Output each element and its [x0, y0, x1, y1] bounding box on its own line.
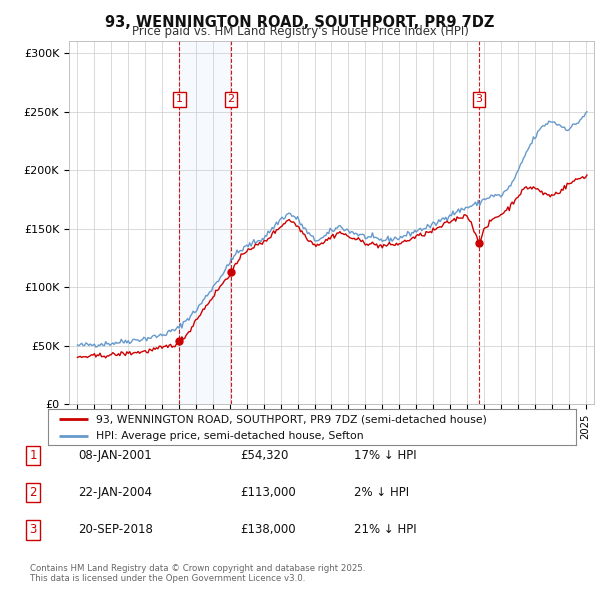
Text: Price paid vs. HM Land Registry's House Price Index (HPI): Price paid vs. HM Land Registry's House …: [131, 25, 469, 38]
Text: 2: 2: [227, 94, 235, 104]
Text: Contains HM Land Registry data © Crown copyright and database right 2025.
This d: Contains HM Land Registry data © Crown c…: [30, 563, 365, 583]
Text: 17% ↓ HPI: 17% ↓ HPI: [354, 449, 416, 462]
Text: 2% ↓ HPI: 2% ↓ HPI: [354, 486, 409, 499]
Text: 2: 2: [29, 486, 37, 499]
Text: 3: 3: [476, 94, 482, 104]
Text: 08-JAN-2001: 08-JAN-2001: [78, 449, 152, 462]
Bar: [179, 41, 231, 404]
Text: £138,000: £138,000: [240, 523, 296, 536]
Text: 1: 1: [29, 449, 37, 462]
Text: £54,320: £54,320: [240, 449, 289, 462]
Text: £113,000: £113,000: [240, 486, 296, 499]
Text: 21% ↓ HPI: 21% ↓ HPI: [354, 523, 416, 536]
Text: 93, WENNINGTON ROAD, SOUTHPORT, PR9 7DZ (semi-detached house): 93, WENNINGTON ROAD, SOUTHPORT, PR9 7DZ …: [95, 414, 487, 424]
Text: 22-JAN-2004: 22-JAN-2004: [78, 486, 152, 499]
Text: 1: 1: [176, 94, 183, 104]
Text: 20-SEP-2018: 20-SEP-2018: [78, 523, 153, 536]
Text: 3: 3: [29, 523, 37, 536]
Text: HPI: Average price, semi-detached house, Sefton: HPI: Average price, semi-detached house,…: [95, 431, 363, 441]
Text: 93, WENNINGTON ROAD, SOUTHPORT, PR9 7DZ: 93, WENNINGTON ROAD, SOUTHPORT, PR9 7DZ: [106, 15, 494, 30]
